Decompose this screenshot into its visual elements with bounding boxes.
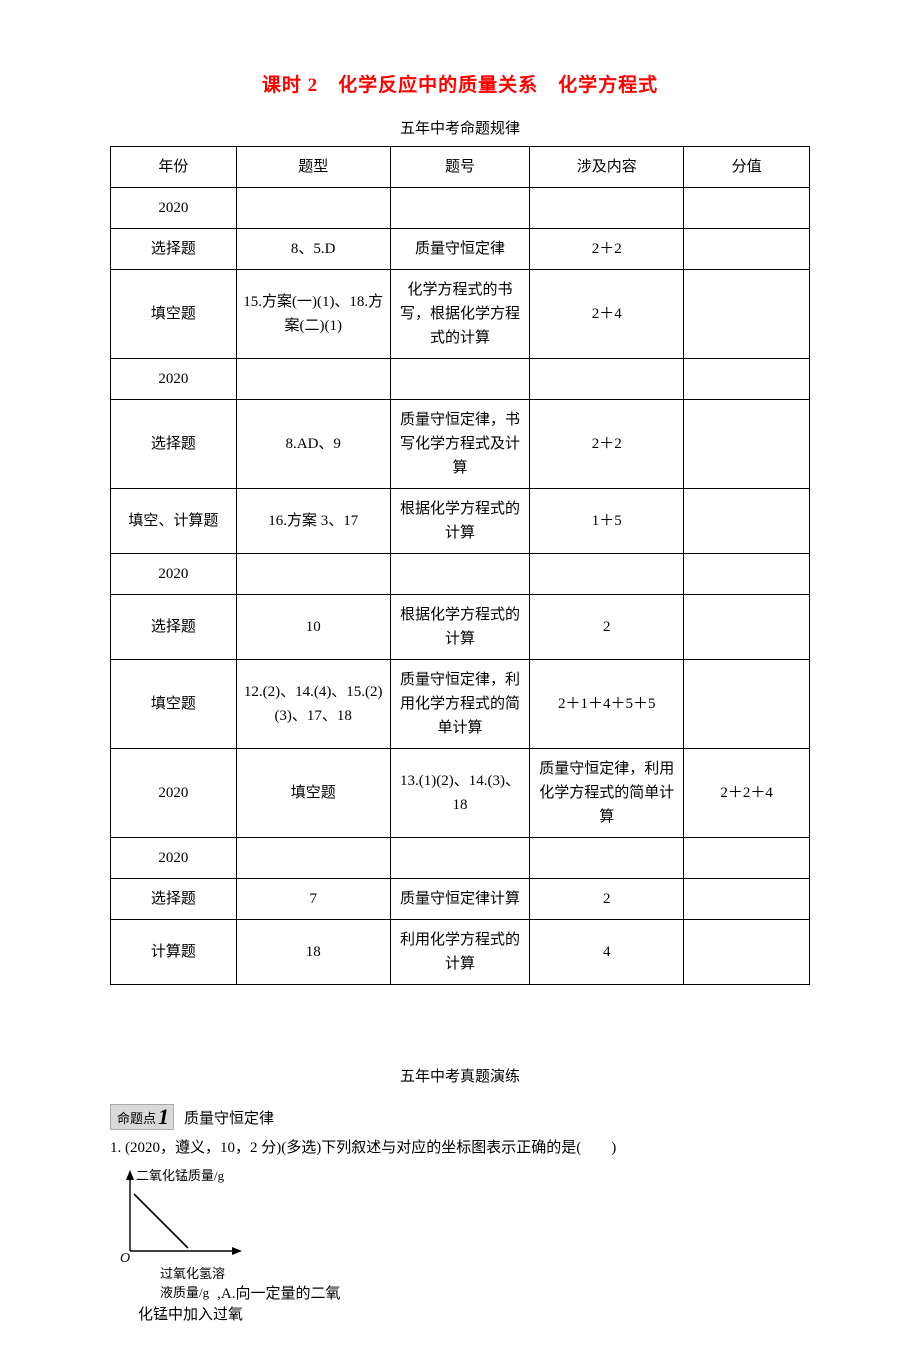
table-row: 选择题8、5.D质量守恒定律2＋2 (111, 229, 810, 270)
table-row: 2020填空题13.(1)(2)、14.(3)、18质量守恒定律，利用化学方程式… (111, 749, 810, 838)
exam-pattern-table: 年份 题型 题号 涉及内容 分值 2020 选择题8、5.D质量守恒定律2＋2 … (110, 146, 810, 985)
topic-badge: 命题点 1 (110, 1104, 174, 1130)
table-row: 选择题8.AD、9质量守恒定律，书写化学方程式及计算2＋2 (111, 400, 810, 489)
chart-origin-label: O (120, 1251, 130, 1266)
chart-a: O 二氧化锰质量/g 过氧化氢溶 液质量/g ,A.向一定量的二氧 (116, 1166, 810, 1303)
table-subtitle: 五年中考命题规律 (110, 117, 810, 138)
chart-svg: O 二氧化锰质量/g (116, 1166, 276, 1266)
col-year: 年份 (111, 147, 237, 188)
chart-x-label-1: 过氧化氢溶 (160, 1266, 225, 1282)
question-number: 1. (110, 1140, 121, 1156)
chart-y-label: 二氧化锰质量/g (136, 1168, 225, 1183)
topic-number: 1 (158, 1106, 169, 1128)
table-row: 选择题7质量守恒定律计算2 (111, 879, 810, 920)
table-header-row: 年份 题型 题号 涉及内容 分值 (111, 147, 810, 188)
table-row: 选择题10根据化学方程式的计算2 (111, 595, 810, 660)
table-row: 2020 (111, 188, 810, 229)
topic-label: 命题点 (117, 1108, 156, 1127)
chart-x-label-block: 过氧化氢溶 (160, 1266, 225, 1282)
col-type: 题型 (236, 147, 390, 188)
table-row: 填空题12.(2)、14.(4)、15.(2)(3)、17、18质量守恒定律，利… (111, 660, 810, 749)
question-1: 1. (2020，遵义，10，2 分)(多选)下列叙述与对应的坐标图表示正确的是… (110, 1136, 810, 1160)
table-row: 计算题18利用化学方程式的计算4 (111, 920, 810, 985)
table-row: 2020 (111, 554, 810, 595)
question-continuation: 化锰中加入过氧 (138, 1303, 810, 1329)
option-a-prefix: ,A. (217, 1286, 235, 1302)
table-row: 2020 (111, 359, 810, 400)
col-number: 题号 (390, 147, 530, 188)
topic-text: 质量守恒定律 (184, 1107, 274, 1128)
col-score: 分值 (684, 147, 810, 188)
practice-section-title: 五年中考真题演练 (110, 1065, 810, 1086)
table-row: 填空题15.方案(一)(1)、18.方案(二)(1)化学方程式的书写，根据化学方… (111, 270, 810, 359)
lesson-title: 课时 2 化学反应中的质量关系 化学方程式 (110, 70, 810, 97)
table-row: 2020 (111, 838, 810, 879)
col-content: 涉及内容 (530, 147, 684, 188)
table-body: 2020 选择题8、5.D质量守恒定律2＋2 填空题15.方案(一)(1)、18… (111, 188, 810, 985)
chart-x-label-2: 液质量/g (160, 1282, 209, 1301)
topic-header: 命题点 1 质量守恒定律 (110, 1104, 810, 1130)
option-a-text: 向一定量的二氧 (235, 1286, 340, 1302)
table-row: 填空、计算题16.方案 3、17根据化学方程式的计算1＋5 (111, 489, 810, 554)
question-meta: (2020，遵义，10，2 分)(多选)下列叙述与对应的坐标图表示正确的是( ) (125, 1140, 616, 1156)
